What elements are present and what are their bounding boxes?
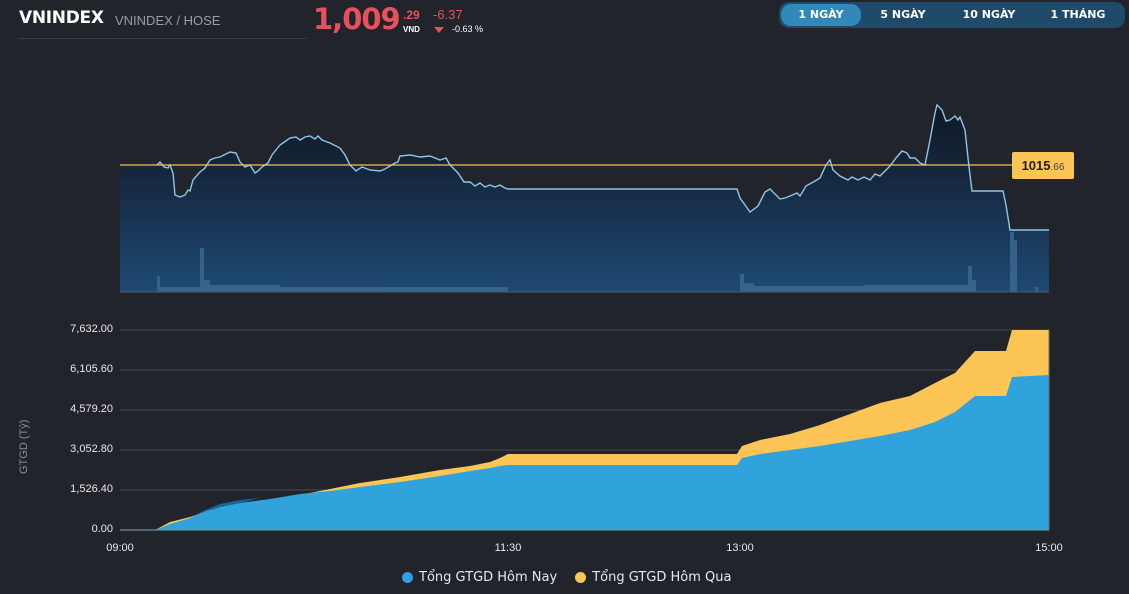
x-tick: 09:00: [106, 542, 134, 554]
price-integer: 1,009: [313, 2, 401, 36]
reference-integer: 1015: [1021, 158, 1051, 173]
x-tick: 15:00: [1035, 542, 1063, 554]
symbol-title: VNINDEX: [19, 8, 104, 28]
x-tick: 13:00: [726, 542, 754, 554]
price-unit: VND: [403, 25, 420, 34]
exchange-path: VNINDEX / HOSE: [115, 13, 221, 28]
header-divider: [19, 38, 307, 39]
legend-label: Tổng GTGD Hôm Nay: [419, 570, 558, 585]
y-tick: 1,526.40: [70, 483, 113, 495]
y-tick: 0.00: [91, 523, 113, 535]
range-tabs: 1 NGÀY 5 NGÀY 10 NGÀY 1 THÁNG: [779, 2, 1125, 28]
tab-10-days[interactable]: 10 NGÀY: [962, 8, 1016, 21]
legend-dot-icon: [575, 572, 587, 583]
y-tick: 6,105.60: [70, 363, 113, 375]
area-today: [120, 375, 1049, 530]
price-change-percent: -0.63 %: [452, 24, 484, 34]
tab-1-month[interactable]: 1 THÁNG: [1050, 8, 1106, 21]
chart-legend: Tổng GTGD Hôm Nay Tổng GTGD Hôm Qua: [402, 570, 731, 585]
legend-dot-icon: [402, 572, 413, 583]
tab-1-day[interactable]: 1 NGÀY: [781, 4, 861, 26]
price-area: [120, 105, 1049, 292]
x-tick: 11:30: [494, 542, 522, 554]
price-decimal: .29: [403, 8, 420, 22]
volume-bars: [157, 232, 1038, 292]
y-tick: 3,052.80: [70, 443, 113, 455]
y-tick: 7,632.00: [70, 323, 113, 335]
tab-5-days[interactable]: 5 NGÀY: [880, 8, 926, 21]
legend-item-yesterday[interactable]: Tổng GTGD Hôm Qua: [575, 570, 731, 585]
y-tick: 4,579.20: [70, 403, 113, 415]
reference-price-tag: 1015.66: [1012, 152, 1074, 179]
reference-decimal: .66: [1050, 162, 1065, 173]
legend-label: Tổng GTGD Hôm Qua: [592, 570, 732, 585]
arrow-down-icon: [434, 27, 444, 33]
y-axis-title: GTGD (Tỷ): [18, 419, 30, 474]
price-change: -6.37: [433, 7, 463, 22]
price-line: [156, 103, 1049, 231]
legend-item-today[interactable]: Tổng GTGD Hôm Nay: [402, 570, 557, 585]
